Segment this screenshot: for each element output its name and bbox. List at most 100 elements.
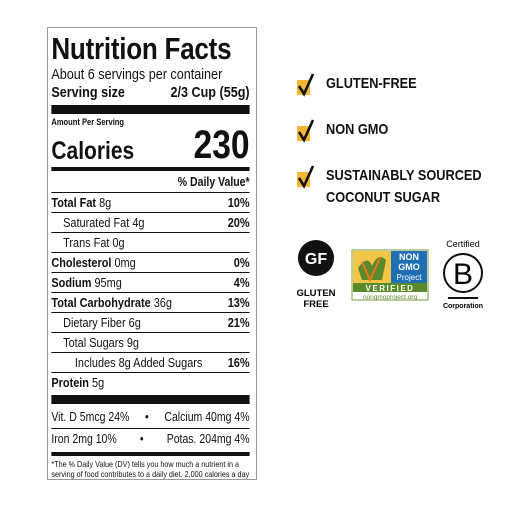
calories-value: 230	[193, 123, 250, 167]
nutrition-label: Nutrition Facts About 6 servings per con…	[47, 27, 257, 480]
claim-line: GLUTEN-FREE	[326, 75, 417, 92]
medium-rule	[51, 452, 250, 456]
nutrient-row: Sodium 95mg 4%	[51, 272, 250, 292]
nutrient: Cholesterol 0mg	[51, 253, 135, 272]
daily-value: 10%	[227, 195, 250, 210]
nutrient-row: Total Fat 8g 10%	[51, 192, 250, 212]
nutrient-name: Saturated Fat 4g	[63, 215, 145, 230]
nutrient-row: Total Sugars 9g	[51, 332, 250, 352]
calories-row: Calories 230	[51, 123, 250, 167]
separator: •	[139, 432, 144, 446]
claim-line: SUSTAINABLY SOURCED	[326, 167, 482, 184]
label-title: Nutrition Facts	[51, 31, 232, 66]
vitamin: Iron 2mg 10%	[51, 432, 117, 446]
check-icon	[297, 119, 315, 143]
gf-mark: GF	[305, 251, 327, 268]
nutrient-row: Cholesterol 0mg 0%	[51, 252, 250, 272]
nutrient: Saturated Fat 4g	[51, 213, 144, 232]
nutrient: Total Carbohydrate 36g	[51, 293, 172, 312]
claim: SUSTAINABLY SOURCED COCONUT SUGAR	[296, 165, 509, 209]
nongmo-leaf	[358, 257, 386, 280]
claim-text: SUSTAINABLY SOURCED COCONUT SUGAR	[326, 165, 482, 209]
daily-value: 0%	[233, 255, 250, 270]
nutrient-row: Dietary Fiber 6g 21%	[51, 312, 250, 332]
daily-value: 13%	[227, 295, 250, 310]
separator: •	[145, 410, 149, 424]
gf-text: GLUTEN	[296, 288, 335, 299]
bcorp-top: Certified	[446, 239, 480, 249]
dv-header: % Daily Value*	[177, 175, 250, 189]
claim-line: NON GMO	[326, 121, 389, 138]
nongmo-url: nongmoproject.org	[363, 294, 418, 301]
nongmo-verified: VERIFIED	[366, 284, 415, 293]
vitamin-rows: Vit. D 5mcg 24% • Calcium 40mg 4% Iron 2mg …	[51, 407, 250, 450]
nutrient-amount: 0mg	[114, 255, 136, 270]
nutrient-row: Includes 8g Added Sugars 16%	[51, 352, 250, 372]
nongmo-panel	[391, 251, 427, 283]
nongmo-art	[353, 251, 391, 283]
nutrient-amount: 36g	[153, 295, 172, 310]
nutrient: Total Sugars 9g	[51, 333, 139, 352]
nutrient-row: Total Carbohydrate 36g 13%	[51, 292, 250, 312]
nutrient-name: Includes 8g Added Sugars	[74, 355, 203, 370]
claim: GLUTEN-FREE	[296, 73, 433, 97]
nutrient-name: Total Carbohydrate	[51, 295, 151, 310]
nutrient-name: Cholesterol	[51, 255, 112, 270]
medium-rule	[51, 167, 250, 171]
footnote: *The % Daily Value (DV) tells you how mu…	[51, 459, 250, 479]
claim-text: GLUTEN-FREE	[326, 73, 417, 95]
nutrient-row: Protein 5g	[51, 372, 250, 392]
bcorp-bottom: Corporation	[443, 303, 483, 310]
vitamin-row: Vit. D 5mcg 24% • Calcium 40mg 4%	[51, 407, 249, 428]
serving-size-value: 2/3 Cup (55g)	[170, 84, 250, 101]
daily-value: 4%	[233, 275, 250, 290]
nongmo-mid: GMO	[398, 262, 420, 272]
claim-line: COCONUT SUGAR	[326, 189, 441, 206]
serving-size: Serving size 2/3 Cup (55g)	[51, 84, 249, 102]
nongmo-project: Project	[397, 273, 423, 282]
nutrient-name: Trans Fat 0g	[63, 235, 125, 250]
nutrient-name: Total Fat	[51, 195, 97, 210]
check-icon	[297, 165, 315, 189]
nutrient: Trans Fat 0g	[51, 233, 125, 252]
daily-value: 20%	[227, 215, 250, 230]
claim: NON GMO	[296, 119, 399, 143]
daily-value: 16%	[227, 355, 250, 370]
amount-per-serving: Amount Per Serving	[51, 117, 125, 127]
nongmo-frame	[351, 249, 429, 301]
nutrient-name: Total Sugars 9g	[63, 335, 140, 350]
gf-circle	[298, 240, 334, 276]
nongmo-top: NON	[399, 252, 419, 262]
nutrient-amount: 8g	[99, 195, 112, 210]
nongmo-butterfly	[361, 257, 381, 283]
nutrient-row: Saturated Fat 4g 20%	[51, 212, 250, 232]
nutrient-row: Trans Fat 0g	[51, 232, 250, 252]
nutrient-amount: 95mg	[94, 275, 122, 290]
bcorp-mark: B	[453, 258, 473, 291]
nutrient-amount: 5g	[92, 375, 105, 390]
vitamin-row: Iron 2mg 10% • Potas. 204mg 4%	[51, 428, 250, 450]
nutrient: Dietary Fiber 6g	[51, 313, 141, 332]
nutrient-name: Sodium	[51, 275, 92, 290]
gf-text: FREE	[303, 299, 328, 310]
vitamin: Calcium 40mg 4%	[164, 410, 250, 424]
label-content: Nutrition Facts About 6 servings per con…	[48, 28, 253, 479]
nutrient-name: Dietary Fiber 6g	[63, 315, 141, 330]
nutrient-name: Protein	[51, 375, 89, 390]
vitamin: Vit. D 5mcg 24%	[51, 410, 130, 424]
servings: About 6 servings per container	[51, 66, 223, 83]
thick-rule	[51, 105, 250, 114]
daily-value: 21%	[227, 315, 250, 330]
vitamin: Potas. 204mg 4%	[166, 432, 250, 446]
calories-label: Calories	[51, 137, 135, 165]
claim-text: NON GMO	[326, 119, 388, 141]
nutrient: Total Fat 8g	[51, 193, 111, 212]
nutrient: Includes 8g Added Sugars	[51, 353, 202, 372]
thick-rule	[51, 395, 250, 404]
serving-size-label: Serving size	[51, 84, 125, 101]
nutrient: Sodium 95mg	[51, 273, 121, 292]
bcorp-circle	[443, 253, 483, 293]
nongmo-bar	[353, 283, 427, 292]
nutrient: Protein 5g	[51, 373, 104, 392]
